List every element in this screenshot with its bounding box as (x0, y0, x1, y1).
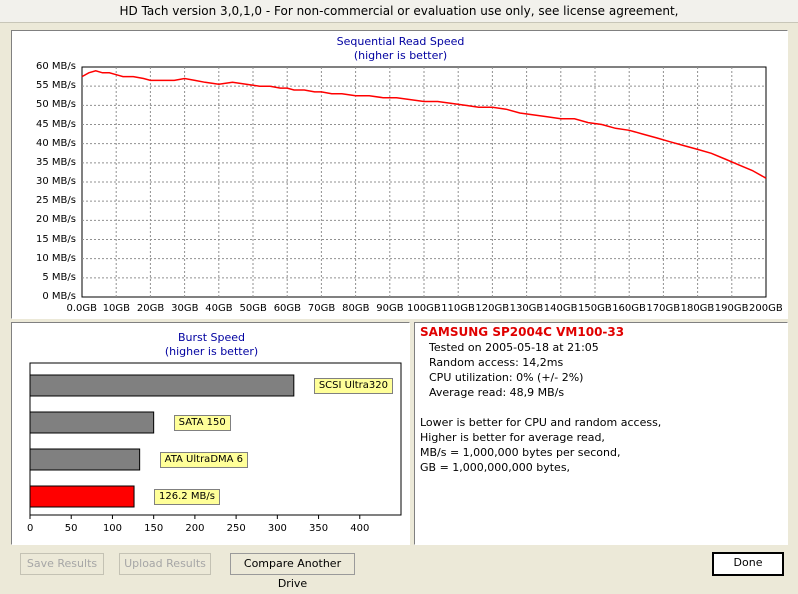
burst-chart-subtitle: (higher is better) (164, 345, 259, 358)
sequential-plot (81, 66, 767, 298)
y-tick-label: 0 MB/s (42, 291, 76, 302)
sequential-chart-title: Sequential Read Speed (336, 35, 465, 48)
average-read: Average read: 48,9 MB/s (429, 386, 565, 399)
burst-plot (29, 362, 402, 519)
burst-x-tick-label: 150 (144, 523, 164, 534)
burst-bar (29, 485, 135, 508)
y-tick-label: 40 MB/s (36, 137, 76, 149)
x-tick-label: 160GB (612, 303, 646, 314)
drive-name: SAMSUNG SP2004C VM100-33 (420, 325, 625, 339)
x-tick-label: 0.0GB (66, 303, 98, 314)
x-tick-label: 140GB (543, 303, 578, 314)
x-tick-label: 170GB (646, 303, 681, 314)
x-tick-label: 200GB (749, 303, 783, 314)
x-tick-label: 90GB (376, 303, 404, 314)
y-tick-label: 25 MB/s (36, 195, 76, 207)
y-tick-label: 5 MB/s (42, 271, 76, 283)
y-tick-label: 60 MB/s (36, 61, 76, 72)
x-tick-label: 40GB (205, 303, 233, 314)
note-lower-better: Lower is better for CPU and random acces… (420, 416, 662, 429)
x-tick-label: 30GB (171, 303, 199, 314)
x-tick-label: 150GB (578, 303, 612, 314)
note-gb-definition: GB = 1,000,000,000 bytes, (420, 461, 571, 474)
info-panel: SAMSUNG SP2004C VM100-33 Tested on 2005-… (414, 322, 788, 545)
y-tick-label: 45 MB/s (36, 118, 76, 130)
y-tick-label: 50 MB/s (36, 99, 76, 111)
save-results-button[interactable]: Save Results (20, 553, 104, 575)
x-tick-label: 20GB (136, 303, 165, 314)
burst-bar (29, 448, 141, 471)
done-button[interactable]: Done (712, 552, 784, 576)
y-tick-label: 15 MB/s (36, 233, 76, 245)
x-tick-label: 60GB (273, 303, 302, 314)
burst-bar (29, 374, 295, 397)
tested-date: Tested on 2005-05-18 at 21:05 (429, 341, 599, 354)
burst-x-tick-label: 350 (309, 523, 329, 534)
burst-x-tick-label: 250 (226, 523, 246, 534)
x-tick-label: 190GB (714, 303, 749, 314)
burst-bar-label: ATA UltraDMA 6 (159, 452, 249, 468)
burst-x-tick-label: 400 (350, 523, 370, 534)
x-tick-label: 70GB (307, 303, 336, 314)
burst-x-tick-label: 200 (185, 523, 205, 534)
x-tick-label: 10GB (102, 303, 131, 314)
burst-x-tick-label: 50 (64, 523, 78, 534)
upload-results-button[interactable]: Upload Results (119, 553, 211, 575)
y-tick-label: 30 MB/s (36, 176, 76, 187)
y-tick-label: 10 MB/s (36, 252, 76, 264)
burst-chart-title: Burst Speed (177, 331, 246, 344)
x-tick-label: 80GB (342, 303, 370, 314)
burst-x-tick-label: 300 (267, 523, 287, 534)
cpu-utilization: CPU utilization: 0% (+/- 2%) (429, 371, 584, 384)
x-tick-label: 110GB (441, 303, 475, 314)
burst-bar-label: 126.2 MB/s (154, 489, 220, 505)
read-speed-line (81, 70, 767, 179)
y-tick-label: 55 MB/s (36, 80, 76, 92)
x-tick-label: 100GB (407, 303, 441, 314)
burst-x-tick-label: 100 (102, 523, 123, 534)
compare-another-drive-button[interactable]: Compare Another Drive (230, 553, 355, 590)
y-tick-label: 20 MB/s (36, 214, 76, 226)
burst-bar-label: SCSI Ultra320 (313, 378, 393, 394)
burst-bar (29, 411, 155, 434)
note-mbs-definition: MB/s = 1,000,000 bytes per second, (420, 446, 621, 459)
sequential-chart-panel: Sequential Read Speed (higher is better)… (11, 30, 788, 319)
note-higher-better: Higher is better for average read, (420, 431, 605, 444)
burst-chart-panel: Burst Speed (higher is better) SCSI Ultr… (11, 322, 410, 545)
x-tick-label: 50GB (239, 303, 267, 314)
x-tick-label: 180GB (680, 303, 715, 314)
x-tick-label: 120GB (475, 303, 510, 314)
burst-bar-label: SATA 150 (173, 415, 231, 431)
window-title: HD Tach version 3,0,1,0 - For non-commer… (0, 0, 798, 23)
random-access: Random access: 14,2ms (429, 356, 564, 369)
x-tick-label: 130GB (509, 303, 544, 314)
sequential-chart-subtitle: (higher is better) (353, 49, 448, 62)
y-tick-label: 35 MB/s (36, 156, 76, 168)
burst-x-tick-label: 0 (27, 523, 34, 534)
